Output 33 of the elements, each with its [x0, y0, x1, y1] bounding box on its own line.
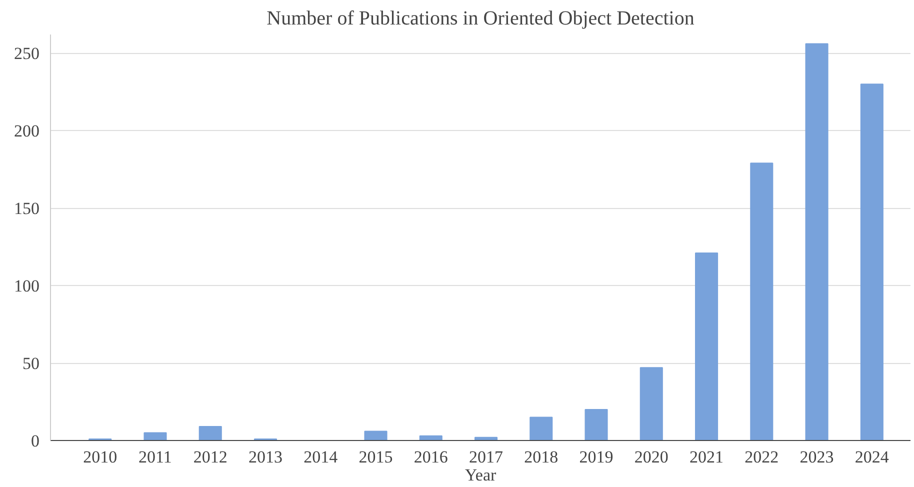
bar	[750, 162, 774, 440]
x-tick-label: 2024	[854, 448, 890, 466]
x-tick-label: 2018	[524, 448, 558, 466]
x-tick-label: 2017	[469, 448, 504, 466]
bar	[695, 252, 718, 440]
x-tick-label: 2023	[800, 448, 834, 466]
y-tick-label: 200	[14, 122, 40, 141]
x-axis-title: Year	[464, 466, 496, 484]
x-tick-label: 2019	[579, 448, 614, 466]
bar	[144, 432, 167, 440]
x-tick-label: 2014	[304, 448, 338, 466]
x-tick-label: 2020	[634, 448, 668, 466]
bar	[860, 84, 884, 440]
x-tick-label: 2012	[193, 448, 228, 466]
y-tick-label: 100	[14, 276, 40, 296]
bar	[198, 426, 222, 440]
x-tick-label: 2015	[358, 448, 393, 466]
x-tick-label: 2011	[138, 448, 172, 466]
bar	[364, 430, 388, 440]
y-tick-label: 150	[14, 199, 40, 218]
y-tick-label: 0	[31, 432, 40, 450]
bar	[530, 416, 553, 440]
x-tick-label: 2013	[248, 448, 282, 466]
bar	[640, 367, 663, 440]
x-tick-label: 2016	[414, 448, 448, 466]
y-tick-label: 50	[22, 354, 40, 374]
y-tick-label: 250	[14, 44, 40, 64]
bar	[805, 43, 828, 440]
x-tick-label: 2022	[744, 448, 779, 466]
x-tick-label: 2021	[690, 448, 724, 466]
x-tick-label: 2010	[83, 448, 118, 466]
bar	[584, 409, 608, 440]
chart-title: Number of Publications in Oriented Object Detection	[266, 8, 694, 30]
